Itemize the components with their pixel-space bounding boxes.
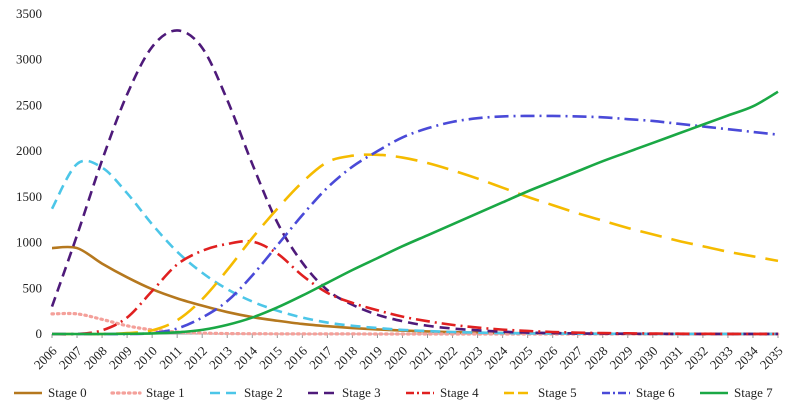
x-tick-label: 2020 bbox=[381, 343, 410, 372]
legend-label: Stage 2 bbox=[244, 385, 283, 400]
series-line-stage-5 bbox=[52, 153, 779, 336]
y-tick-label: 2000 bbox=[16, 143, 42, 158]
x-tick-label: 2023 bbox=[456, 343, 485, 372]
y-tick-label: 1000 bbox=[16, 235, 42, 250]
x-tick-label: 2007 bbox=[56, 343, 85, 372]
x-tick-label: 2024 bbox=[481, 343, 510, 372]
x-tick-label: 2032 bbox=[682, 343, 711, 372]
x-tick-label: 2022 bbox=[431, 343, 460, 372]
y-tick-label: 0 bbox=[36, 326, 43, 341]
x-tick-label: 2033 bbox=[707, 343, 736, 372]
legend-label: Stage 4 bbox=[440, 385, 479, 400]
y-tick-label: 3000 bbox=[16, 52, 42, 67]
legend-label: Stage 7 bbox=[734, 385, 773, 400]
x-tick-label: 2016 bbox=[281, 343, 310, 372]
x-tick-label: 2029 bbox=[607, 343, 636, 372]
x-tick-label: 2015 bbox=[256, 343, 285, 372]
x-tick-label: 2027 bbox=[557, 343, 586, 372]
x-tick-label: 2008 bbox=[81, 343, 110, 372]
x-tick-label: 2031 bbox=[657, 343, 686, 372]
y-tick-label: 2500 bbox=[16, 97, 42, 112]
x-tick-label: 2025 bbox=[506, 343, 535, 372]
series-line-stage-2 bbox=[50, 159, 778, 336]
x-tick-label: 2028 bbox=[582, 343, 611, 372]
x-tick-label: 2026 bbox=[531, 343, 560, 372]
series-line-stage-6 bbox=[52, 114, 779, 336]
series-line-stage-3 bbox=[50, 29, 778, 336]
x-tick-label: 2011 bbox=[156, 343, 185, 372]
x-tick-label: 2009 bbox=[106, 343, 135, 372]
x-tick-label: 2035 bbox=[757, 343, 786, 372]
legend-label: Stage 6 bbox=[636, 385, 675, 400]
series-layer bbox=[50, 29, 780, 336]
legend-label: Stage 1 bbox=[146, 385, 185, 400]
x-tick-label: 2014 bbox=[231, 343, 260, 372]
y-tick-label: 1500 bbox=[16, 189, 42, 204]
legend-label: Stage 3 bbox=[342, 385, 381, 400]
series-line-stage-7 bbox=[52, 90, 779, 336]
x-tick-label: 2018 bbox=[331, 343, 360, 372]
x-tick-label: 2017 bbox=[306, 343, 335, 372]
x-tick-label: 2034 bbox=[732, 343, 761, 372]
legend-label: Stage 5 bbox=[538, 385, 577, 400]
x-tick-label: 2010 bbox=[131, 343, 160, 372]
x-tick-label: 2019 bbox=[356, 343, 385, 372]
x-tick-label: 2021 bbox=[406, 343, 435, 372]
y-tick-label: 500 bbox=[23, 280, 43, 295]
x-tick-label: 2006 bbox=[31, 343, 60, 372]
x-tick-label: 2013 bbox=[206, 343, 235, 372]
y-tick-label: 3500 bbox=[16, 6, 42, 21]
x-tick-label: 2030 bbox=[632, 343, 661, 372]
series-line-stage-4 bbox=[51, 239, 778, 336]
legend: Stage 0 Stage 1 Stage 2 Stage 3 Stage 4 Stage… bbox=[14, 385, 773, 400]
legend-label: Stage 0 bbox=[48, 385, 87, 400]
x-tick-label: 2012 bbox=[181, 343, 210, 372]
series-line-stage-0 bbox=[51, 245, 778, 336]
